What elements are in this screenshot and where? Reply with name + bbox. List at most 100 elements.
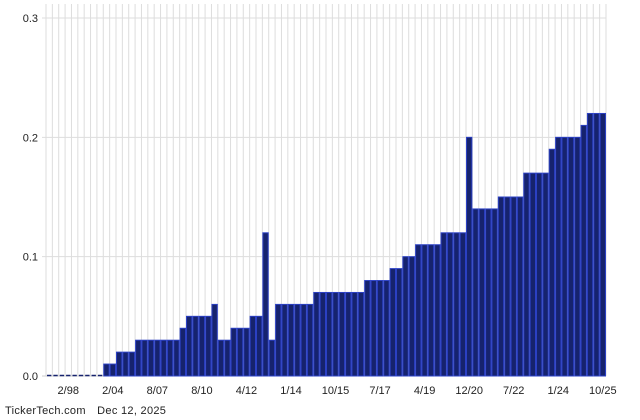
bar: [230, 327, 237, 377]
bar: [389, 268, 396, 377]
bar: [198, 315, 206, 377]
bar: [580, 124, 587, 377]
y-tick-label: 0.1: [23, 252, 38, 264]
bar: [256, 315, 263, 377]
x-tick-label: 1/24: [548, 385, 569, 397]
bar: [485, 208, 492, 377]
y-tick-label: 0.0: [23, 371, 38, 383]
bar: [364, 280, 371, 377]
bar: [396, 268, 403, 377]
bar: [478, 208, 486, 377]
bar: [249, 315, 257, 377]
bar: [268, 339, 276, 377]
x-tick-label: 2/98: [58, 385, 79, 397]
bar: [103, 363, 110, 377]
bar: [211, 303, 218, 377]
bar: [154, 339, 161, 377]
bar: [421, 244, 428, 377]
x-tick-label: 10/15: [322, 385, 350, 397]
bar: [319, 291, 326, 377]
bar: [561, 136, 568, 377]
date-label: Dec 12, 2025: [97, 405, 167, 417]
bar: [574, 136, 581, 377]
x-tick-label: 12/20: [455, 385, 483, 397]
bar: [345, 291, 352, 377]
x-axis: 2/98 2/04 8/07 8/10 4/12 1/14 10/15 7/17 4/19 12/…: [58, 385, 617, 397]
bar: [326, 291, 333, 377]
bar: [186, 315, 193, 377]
y-tick-label: 0.2: [23, 132, 38, 144]
bar: [122, 351, 129, 377]
x-tick-label: 8/10: [191, 385, 212, 397]
bar: [453, 232, 460, 377]
bar: [440, 232, 447, 377]
x-tick-label: 7/17: [369, 385, 390, 397]
bar: [116, 351, 123, 377]
bar: [205, 315, 212, 377]
bar: [281, 303, 288, 377]
bar: [491, 208, 498, 377]
bar: [370, 280, 377, 377]
footer: TickerTech.com Dec 12, 2025: [5, 405, 174, 417]
y-tick-label: 0.3: [23, 13, 38, 25]
bar: [173, 339, 180, 377]
x-tick-label: 8/07: [147, 385, 168, 397]
bar: [548, 148, 556, 377]
bar: [192, 315, 199, 377]
bar: [357, 291, 365, 377]
bar: [166, 339, 174, 377]
bar: [599, 112, 606, 377]
bar: [275, 303, 282, 377]
bar: [160, 339, 167, 377]
bar: [243, 327, 250, 377]
bar: [510, 196, 517, 377]
bar: [224, 339, 231, 377]
bar: [109, 363, 116, 377]
x-tick-label: 10/25: [589, 385, 617, 397]
x-tick-label: 7/22: [503, 385, 524, 397]
bar: [567, 136, 575, 377]
x-tick-label: 1/14: [280, 385, 301, 397]
bar: [313, 291, 320, 377]
bar: [593, 112, 600, 377]
bar: [179, 327, 187, 377]
bar: [376, 280, 384, 377]
source-label: TickerTech.com: [5, 405, 86, 417]
bar: [135, 339, 142, 377]
bar: [332, 291, 339, 377]
bar: [434, 244, 441, 377]
bar: [497, 196, 505, 377]
bar: [523, 172, 530, 377]
x-tick-label: 4/19: [414, 385, 435, 397]
bar: [415, 244, 422, 377]
bar: [236, 327, 244, 377]
bar: [351, 291, 358, 377]
bars: [47, 112, 606, 377]
bar: [141, 339, 148, 377]
bar: [427, 244, 435, 377]
bar: [300, 303, 307, 377]
bar: [338, 291, 346, 377]
x-tick-label: 4/12: [236, 385, 257, 397]
bar: [542, 172, 549, 377]
bar: [536, 172, 543, 377]
bar: [287, 303, 295, 377]
bar: [262, 232, 269, 377]
bar: [504, 196, 511, 377]
bar: [306, 303, 314, 377]
bar: [217, 339, 225, 377]
bar: [586, 112, 594, 377]
bar: [472, 208, 479, 377]
bar: [294, 303, 301, 377]
bar: [128, 351, 136, 377]
bar: [402, 256, 409, 377]
y-axis: 0.0 0.1 0.2 0.3: [23, 13, 38, 383]
bar: [516, 196, 524, 377]
bar: [529, 172, 536, 377]
bar: [383, 280, 390, 377]
bar: [446, 232, 454, 377]
bar: [555, 136, 562, 377]
bar: [459, 232, 466, 377]
bar: [147, 339, 155, 377]
